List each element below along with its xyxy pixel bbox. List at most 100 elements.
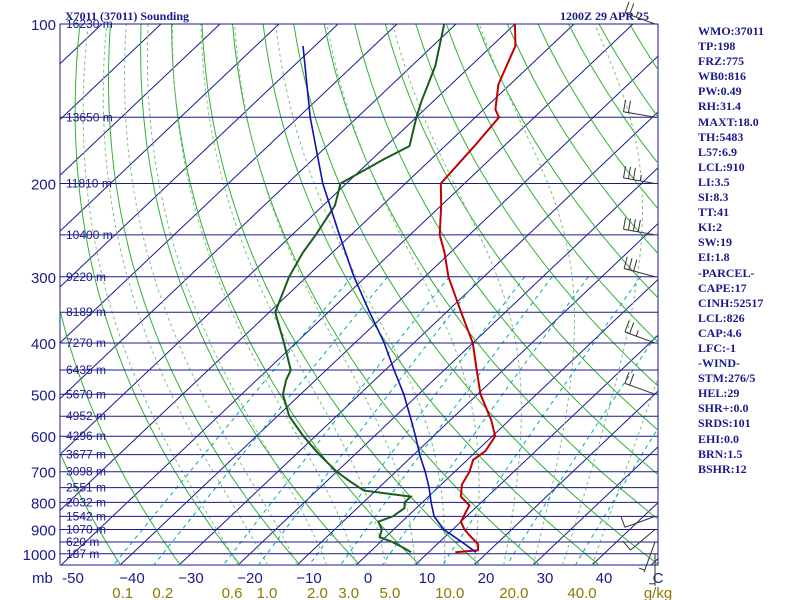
index-item: RH:31.4 (698, 99, 741, 114)
height-label: 11810 m (66, 176, 112, 190)
dry-adiabat-line (354, 24, 658, 476)
parcel-profile (302, 45, 477, 553)
dry-adiabat-line (262, 24, 600, 565)
height-label: 9220 m (66, 270, 106, 284)
wind-barb-flag (629, 3, 635, 15)
mixing-ratio-line (113, 276, 353, 565)
wind-barb-flag (622, 217, 627, 230)
wind-barb (622, 529, 656, 551)
mixing-ratio-label: 1.0 (257, 585, 278, 600)
wind-barb (649, 553, 656, 586)
moist-adiabat-line (234, 24, 416, 565)
wind-barb-flag (622, 166, 627, 179)
height-label: 187 m (66, 547, 99, 561)
moist-adiabat-line (82, 24, 239, 565)
height-label: 620 m (66, 535, 99, 549)
height-label: 7270 m (66, 336, 106, 350)
mixing-ratio-label: 10.0 (435, 585, 464, 600)
wind-barb-staff (643, 541, 656, 573)
moist-adiabat-line (392, 24, 522, 565)
index-item: SI:8.3 (698, 190, 729, 205)
wind-barb-flag (639, 174, 642, 181)
index-item: FRZ:775 (698, 54, 744, 69)
index-item: CAP:4.6 (698, 325, 742, 340)
temperature-tick-label: 0 (364, 570, 372, 587)
temperature-profile (438, 24, 517, 554)
index-item: HEL:29 (698, 386, 740, 401)
moist-adiabat-line (562, 24, 643, 565)
wind-barb-flag (632, 219, 636, 232)
height-label: 5670 m (66, 387, 106, 401)
index-item: TT:41 (698, 205, 730, 220)
height-label: 10400 m (66, 228, 113, 242)
dry-adiabat-line (384, 24, 658, 431)
moist-adiabat-line (200, 24, 387, 565)
index-item: STM:276/5 (698, 371, 756, 386)
moist-adiabat-line (123, 24, 298, 565)
index-item: CINH:52517 (698, 295, 764, 310)
dewpoint-profile (274, 24, 446, 554)
temperature-tick-label: 30 (537, 570, 554, 587)
wind-barb-flag (633, 259, 638, 272)
wind-barb-flag (635, 330, 639, 337)
moist-adiabat-line (591, 376, 658, 565)
mixing-ratio-line (153, 276, 388, 565)
dry-adiabat-line (60, 451, 122, 565)
wind-barb-flag (620, 515, 626, 528)
index-item: LI:3.5 (698, 174, 730, 189)
height-label: 16230 m (66, 17, 113, 31)
moist-adiabat-line (326, 24, 480, 565)
isotherm-line (60, 24, 575, 511)
index-item: TH:5483 (698, 129, 744, 144)
dry-adiabat-line (415, 24, 658, 387)
wind-barb-flag (635, 11, 639, 18)
mixing-ratio-line (308, 276, 526, 565)
height-label: 2551 m (66, 481, 106, 495)
moist-adiabat-line (478, 24, 575, 565)
mixing-ratio-line (506, 332, 658, 565)
temperature-tick-label: -50 (62, 570, 84, 587)
temperature-tick-label: 20 (478, 570, 495, 587)
dry-adiabat-line (323, 24, 658, 520)
isotherm-line (237, 167, 658, 565)
pressure-tick-label: 700 (31, 465, 56, 482)
mixing-ratio-line (574, 427, 658, 565)
wind-barb-flag (629, 373, 635, 386)
index-item: PW:0.49 (698, 84, 742, 99)
index-item: CAPE:17 (698, 280, 747, 295)
wind-barb-flag (632, 167, 636, 180)
isotherm-line (532, 446, 658, 565)
height-label: 6435 m (66, 363, 106, 377)
wind-barb-flag (638, 567, 645, 571)
index-item: L57:6.9 (698, 144, 737, 159)
temperature-tick-label: −30 (178, 570, 203, 587)
wind-barb-flag (627, 166, 631, 179)
dry-adiabat-line (107, 24, 301, 565)
wind-barb (622, 99, 656, 118)
plot-frame (59, 23, 659, 566)
index-item: WMO:37011 (698, 24, 764, 38)
temperature-unit-label: C (653, 570, 664, 587)
valid-time: 1200Z 29 APR 25 (560, 9, 649, 23)
isotherm-line (60, 24, 280, 232)
wind-barb-flag (627, 218, 631, 231)
index-item: LFC:-1 (698, 340, 736, 355)
index-item: EI:1.8 (698, 250, 730, 265)
index-item: LCL:910 (698, 159, 745, 174)
mixing-ratio-label: 2.0 (307, 585, 328, 600)
moist-adiabat-line (146, 24, 328, 565)
pressure-tick-label: 200 (31, 176, 56, 193)
mixing-ratio-label: 5.0 (380, 585, 401, 600)
wind-barb-flag (627, 100, 631, 113)
dry-adiabat-line (506, 24, 658, 255)
wind-barb-flag (624, 1, 630, 14)
height-label: 4296 m (66, 429, 106, 443)
dry-adiabat-line (232, 24, 540, 565)
pressure-tick-label: 600 (31, 429, 56, 446)
height-label: 3677 m (66, 448, 106, 462)
wind-barb-staff (624, 515, 656, 528)
wind-barb (624, 1, 656, 25)
index-item: SW:19 (698, 235, 733, 250)
moist-adiabat-line (102, 24, 269, 565)
